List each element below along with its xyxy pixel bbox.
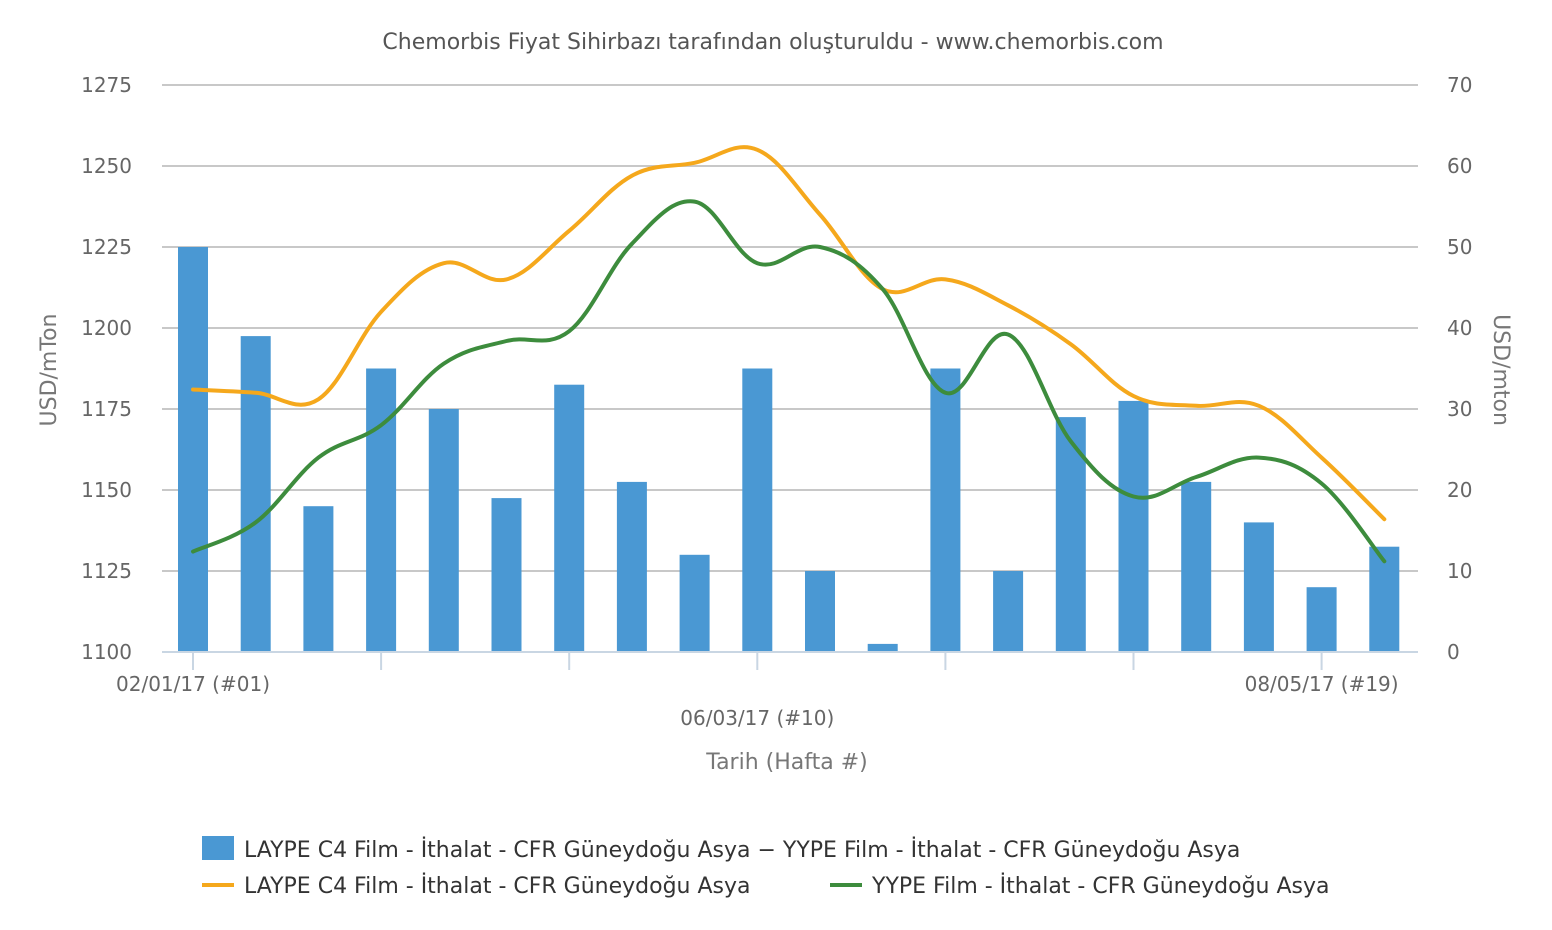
bar	[491, 498, 522, 652]
legend-label-yype: YYPE Film - İthalat - CFR Güneydoğu Asya	[871, 873, 1329, 899]
y-right-tick-label: 70	[1447, 73, 1472, 97]
x-axis-label: Tarih (Hafta #)	[705, 750, 867, 775]
bar	[742, 368, 773, 652]
legend-swatch-bar	[202, 836, 234, 860]
y-right-tick-labels: 0 10 20 30 40 50 60 70	[1447, 73, 1472, 664]
y-right-tick-label: 0	[1447, 640, 1460, 664]
y-left-tick-label: 1175	[81, 397, 132, 421]
bar	[554, 384, 585, 652]
y-right-tick-label: 60	[1447, 154, 1472, 178]
y-left-tick-label: 1125	[81, 559, 132, 583]
x-tick-label: 06/03/17 (#10)	[680, 706, 834, 730]
bar	[616, 481, 647, 652]
bar	[867, 643, 898, 652]
x-tick-labels: 02/01/17 (#01) 06/03/17 (#10) 08/05/17 (#1…	[116, 672, 1399, 730]
bar	[1118, 400, 1149, 652]
y-left-tick-label: 1250	[81, 154, 132, 178]
bar	[1181, 481, 1212, 652]
y-left-tick-label: 1200	[81, 316, 132, 340]
y-left-tick-label: 1275	[81, 73, 132, 97]
y-left-tick-label: 1225	[81, 235, 132, 259]
bar	[178, 247, 208, 652]
bar	[303, 506, 334, 652]
x-tick-label: 02/01/17 (#01)	[116, 672, 270, 696]
y-left-tick-labels: 1100 1125 1150 1175 1200 1225 1250 1275	[81, 73, 132, 664]
bar	[805, 571, 835, 652]
y-right-tick-label: 20	[1447, 478, 1472, 502]
bar	[1243, 522, 1274, 652]
chart-title: Chemorbis Fiyat Sihirbazı tarafından olu…	[382, 30, 1163, 55]
gridlines	[162, 84, 1418, 572]
legend-label-laype: LAYPE C4 Film - İthalat - CFR Güneydoğu …	[244, 873, 751, 899]
bar	[428, 409, 459, 652]
bar	[1369, 546, 1400, 652]
bar	[366, 368, 397, 652]
y-right-axis-label: USD/mton	[1488, 314, 1513, 426]
y-left-tick-label: 1100	[81, 640, 132, 664]
y-right-tick-label: 40	[1447, 316, 1472, 340]
bars	[178, 247, 1400, 652]
lines	[191, 145, 1387, 564]
bar	[1306, 587, 1337, 652]
y-right-tick-label: 10	[1447, 559, 1472, 583]
axes	[162, 651, 1418, 670]
bar	[993, 571, 1024, 652]
x-tick-label: 08/05/17 (#19)	[1245, 672, 1399, 696]
legend: LAYPE C4 Film - İthalat - CFR Güneydoğu …	[202, 836, 1329, 899]
y-left-axis-label: USD/mTon	[37, 314, 62, 427]
legend-label-bar: LAYPE C4 Film - İthalat - CFR Güneydoğu …	[244, 837, 1240, 863]
bar	[679, 554, 710, 652]
bar	[240, 336, 271, 652]
series-line-laype	[191, 145, 1387, 522]
y-right-tick-label: 30	[1447, 397, 1472, 421]
bar	[930, 368, 961, 652]
y-right-tick-label: 50	[1447, 235, 1472, 259]
series-line-yype	[191, 199, 1387, 564]
y-left-tick-label: 1150	[81, 478, 132, 502]
